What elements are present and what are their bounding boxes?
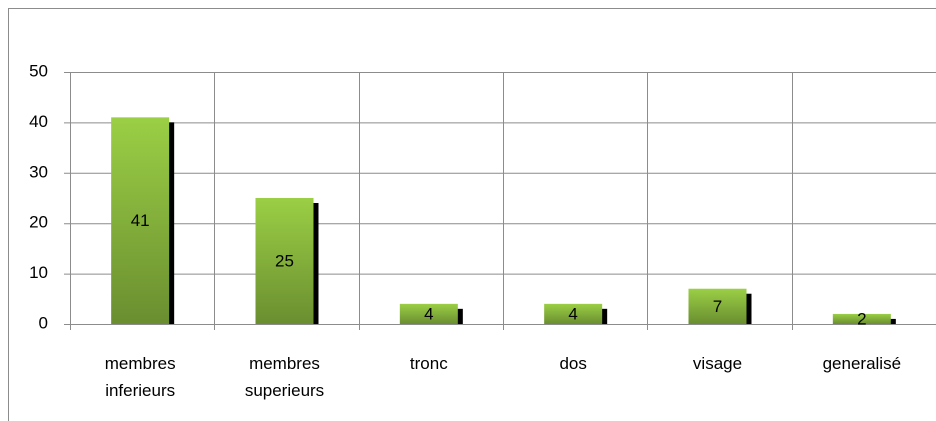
y-tick-label: 10 xyxy=(29,263,48,282)
x-tick-label: dos xyxy=(559,354,587,373)
data-label: 25 xyxy=(275,251,294,270)
y-tick-label: 20 xyxy=(29,213,48,232)
x-tick-label: tronc xyxy=(409,354,448,373)
data-label: 4 xyxy=(568,304,577,323)
y-tick-label: 40 xyxy=(29,112,48,131)
x-tick-label: membres inferieurs xyxy=(104,354,176,400)
x-tick-label: generalisé xyxy=(822,354,902,373)
y-tick-label: 30 xyxy=(29,162,48,181)
bar xyxy=(544,303,603,324)
bar xyxy=(399,303,458,324)
chart-frame xyxy=(8,8,936,421)
data-label: 41 xyxy=(131,211,150,230)
bar xyxy=(255,198,314,324)
bar xyxy=(832,313,891,324)
data-label: 2 xyxy=(857,309,866,328)
data-label: 4 xyxy=(424,304,433,323)
data-label: 7 xyxy=(713,297,722,316)
bar xyxy=(688,288,747,324)
y-tick-label: 50 xyxy=(29,61,48,80)
y-tick-label: 0 xyxy=(39,313,48,332)
bar xyxy=(111,117,170,324)
x-tick-label: membres superieurs xyxy=(244,354,325,400)
x-tick-label: visage xyxy=(692,354,743,373)
